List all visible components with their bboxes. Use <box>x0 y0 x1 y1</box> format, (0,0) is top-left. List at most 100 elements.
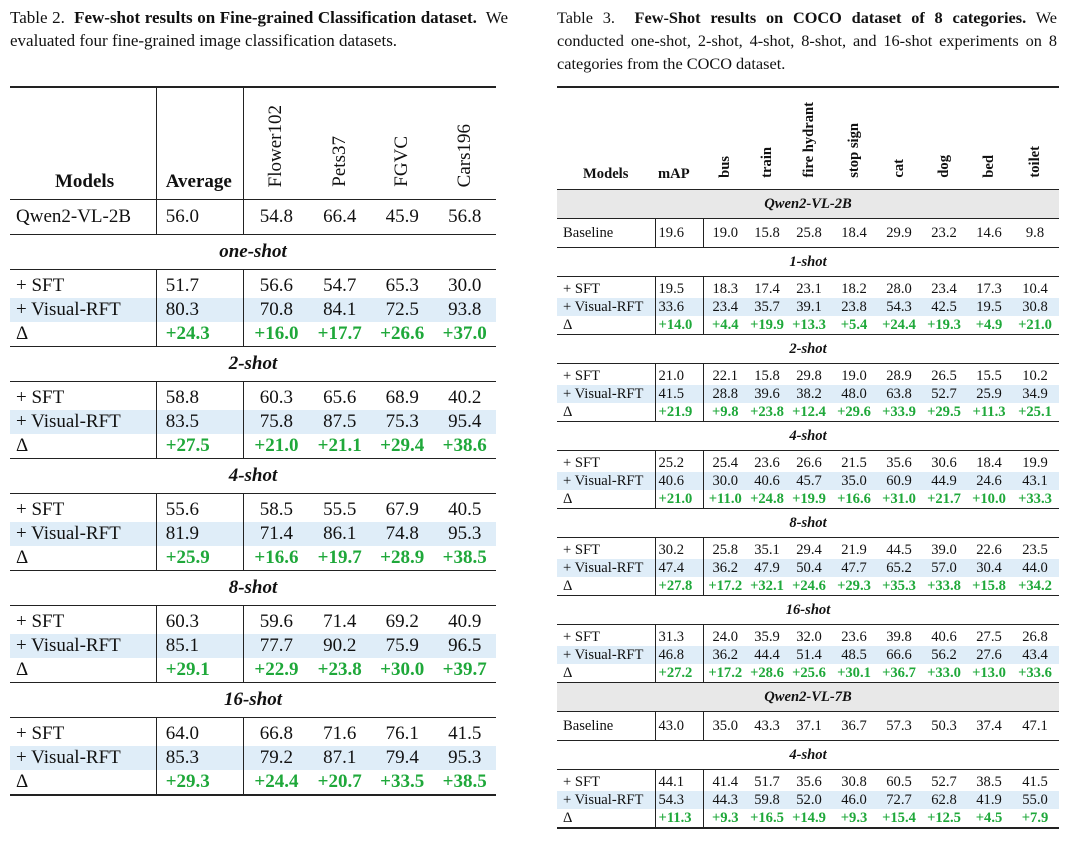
gap-cell <box>243 605 309 610</box>
section-title: 4-shot <box>557 421 1059 451</box>
table3-header-label: fire hydrant <box>801 102 817 178</box>
table3-label: Table 3. <box>557 8 615 27</box>
table-cell: 19.0 <box>703 218 747 248</box>
table-cell: 57.3 <box>877 711 921 741</box>
table-cell: +24.4 <box>882 317 916 333</box>
gap-cell <box>877 537 921 541</box>
table3-description: We conducted one-shot, 2-shot, 4-shot, 8… <box>557 8 1057 73</box>
table-cell: 46.0 <box>831 791 877 809</box>
table-cell: 19.0 <box>841 368 867 384</box>
table-cell: 67.9 <box>385 499 419 520</box>
table-cell: 75.3 <box>370 410 434 434</box>
table-cell: 43.4 <box>1011 646 1059 664</box>
table-row: + SFT 64.0 66.8 71.6 76.1 41.5 <box>10 722 496 746</box>
table-cell: +38.5 <box>442 547 487 568</box>
table-cell: 36.7 <box>831 711 877 741</box>
table-cell: +28.9 <box>380 547 425 568</box>
table-cell: 44.4 <box>747 646 787 664</box>
table-cell: 51.4 <box>787 646 831 664</box>
table-cell: +13.0 <box>972 665 1006 681</box>
model-name: Δ <box>557 664 656 683</box>
table-row: Δ +29.3 +24.4 +20.7 +33.5 +38.5 <box>10 770 496 795</box>
table-cell: 24.0 <box>712 629 739 645</box>
table-cell: 47.7 <box>831 559 877 577</box>
gap-cell <box>243 717 309 722</box>
table-row: + Visual-RFT 80.3 70.8 84.1 72.5 93.8 <box>10 298 496 322</box>
table3-header-cell: cat <box>877 87 921 190</box>
table-cell: 63.8 <box>877 385 921 403</box>
table3-baseline-row: Baseline 43.0 35.0 43.3 37.1 36.7 57.3 50.3 37.4… <box>557 711 1059 741</box>
table-cell: 85.1 <box>156 634 245 658</box>
table-cell: 75.9 <box>370 634 434 658</box>
table-cell: +25.6 <box>792 665 826 681</box>
section-header-row: 16-shot <box>557 595 1059 625</box>
table-cell: +24.6 <box>792 578 826 594</box>
table-cell: +4.9 <box>975 317 1003 333</box>
gap-cell <box>703 450 747 454</box>
table-cell: +17.2 <box>708 578 743 594</box>
table-cell: 95.4 <box>433 410 496 434</box>
table-cell: 96.5 <box>433 634 496 658</box>
gap-cell <box>967 363 1011 367</box>
table-cell: 18.4 <box>831 218 877 248</box>
table-cell: 48.5 <box>831 646 877 664</box>
table-cell: 95.3 <box>433 522 496 546</box>
model-group-header-row: Qwen2-VL-2B <box>557 189 1059 219</box>
table-row: Δ +24.3 +16.0 +17.7 +26.6 +37.0 <box>10 322 496 347</box>
table-cell: 64.0 <box>156 722 245 746</box>
table-cell: 59.6 <box>259 611 294 632</box>
table-cell: 93.8 <box>433 298 496 322</box>
table-cell: 40.5 <box>448 499 482 520</box>
table-cell: 65.3 <box>385 275 419 296</box>
table-cell: 34.9 <box>1011 385 1059 403</box>
table-cell: +15.8 <box>972 578 1006 594</box>
table-cell: 25.2 <box>655 454 704 472</box>
table-cell: 76.1 <box>385 723 419 744</box>
table-cell: +23.8 <box>317 659 362 680</box>
table-cell: 55.6 <box>156 498 245 522</box>
table-cell: 87.1 <box>308 746 371 770</box>
table-cell: +30.1 <box>837 665 871 681</box>
table-cell: 10.4 <box>1022 281 1048 297</box>
table-cell: +5.4 <box>840 317 868 333</box>
table-cell: 19.5 <box>967 298 1011 316</box>
section-header-row: 8-shot <box>557 508 1059 538</box>
model-name: Δ <box>557 809 656 828</box>
gap-cell <box>747 450 787 454</box>
row-gap <box>557 624 1059 628</box>
model-name: Δ <box>557 577 656 596</box>
table-cell: +12.4 <box>792 404 826 420</box>
table-cell: 35.6 <box>886 455 912 471</box>
gap-cell <box>787 276 831 280</box>
table-cell: 38.2 <box>787 385 831 403</box>
table2-header-label: FGVC <box>391 136 413 187</box>
table-cell: 30.6 <box>931 455 957 471</box>
model-name: + Visual-RFT <box>10 410 157 434</box>
gap-cell <box>787 537 831 541</box>
section-title: one-shot <box>10 234 496 270</box>
table-cell: 28.0 <box>886 281 912 297</box>
table-cell: +29.5 <box>927 404 961 420</box>
section-title: 8-shot <box>10 570 496 606</box>
model-name: Δ <box>10 322 157 347</box>
table-cell: +16.6 <box>254 547 299 568</box>
model-name: Δ <box>10 434 157 459</box>
table-cell: 23.2 <box>921 218 967 248</box>
table-cell: 35.6 <box>796 774 822 790</box>
model-group-title: Qwen2-VL-2B <box>557 189 1059 219</box>
model-name: + Visual-RFT <box>557 298 656 316</box>
table-cell: 29.4 <box>796 542 822 558</box>
table-cell: 47.4 <box>655 559 704 577</box>
row-gap <box>10 605 496 610</box>
table-row: + Visual-RFT 85.1 77.7 90.2 75.9 96.5 <box>10 634 496 658</box>
table-cell: +4.5 <box>975 810 1003 826</box>
model-name: Qwen2-VL-2B <box>10 199 157 235</box>
table-row: + Visual-RFT 54.3 44.3 59.8 52.0 46.0 72.7 62.8… <box>557 791 1059 809</box>
table-cell: +37.0 <box>442 323 487 344</box>
gap-cell <box>703 537 747 541</box>
model-name: Baseline <box>557 218 656 248</box>
table-cell: 52.7 <box>921 385 967 403</box>
table-cell: 44.1 <box>655 773 704 791</box>
table-cell: 23.5 <box>1022 542 1048 558</box>
table2-few-shot-fine-grained: Models Average Flower102 Pets37 FGVC Cars196 Q… <box>10 86 496 796</box>
